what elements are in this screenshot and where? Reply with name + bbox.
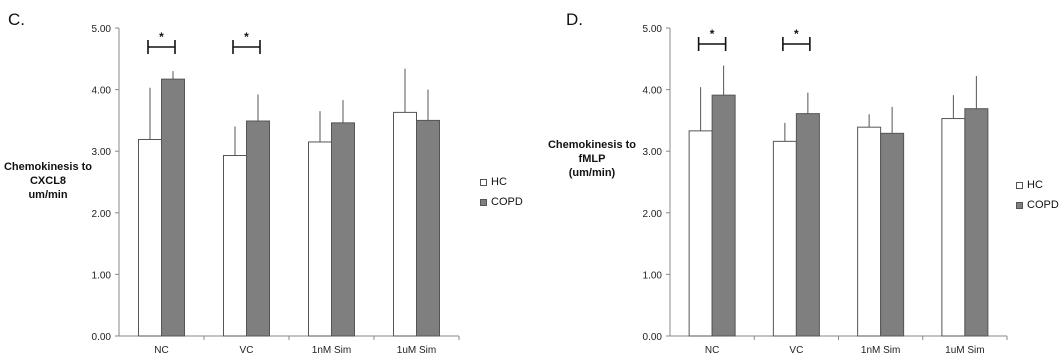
significance-star: * (159, 30, 164, 44)
y-tick-label: 0.00 (643, 332, 663, 343)
bar-hc (138, 138, 162, 337)
legend-label: HC (1027, 179, 1043, 191)
legend-item-hc: HC (1016, 175, 1059, 195)
bar-copd (331, 122, 355, 337)
y-axis-label: Chemokinesis to CXCL8 um/min (0, 160, 96, 202)
bar-chart-d: 0.00 1.00 2.00 3.00 4.00 5.00 NC VC 1nM Sim 1uM S… (643, 24, 1008, 356)
bar-copd (964, 108, 989, 337)
y-axis-label-line: um/min (28, 189, 68, 201)
bar-copd (795, 113, 820, 337)
chart-legend: HC COPD (1016, 175, 1059, 215)
x-tick-label: 1uM Sim (945, 345, 984, 356)
chart-panel-d: D. Chemokinesis to fMLP (um/min) 0.00 1.0… (532, 0, 1063, 358)
bar-copd (416, 119, 440, 337)
y-tick-label: 3.00 (92, 147, 112, 158)
y-axis-label-line: Chemokinesis to (3, 161, 93, 173)
chart-panel-c: C. Chemokinesis to CXCL8 um/min 0.00 1.00… (0, 10, 523, 356)
y-tick-label: 3.00 (643, 147, 663, 158)
y-tick-label: 1.00 (643, 270, 663, 281)
bar-chart-c: 0.00 1.00 2.00 3.00 4.00 5.00 NC VC 1nM Sim 1uM S… (92, 24, 460, 356)
x-tick-label: 1uM Sim (397, 345, 436, 356)
legend-item-hc: HC (480, 172, 523, 192)
y-axis-label-line: (um/min) (568, 167, 616, 179)
y-axis-label-line: CXCL8 (29, 175, 67, 187)
bar-hc (772, 140, 797, 337)
bar-hc (393, 111, 417, 337)
bar-hc (688, 130, 713, 337)
bar-copd (711, 94, 736, 337)
bar-hc (223, 155, 247, 337)
legend-swatch-hc (480, 178, 487, 186)
x-tick-label: 1nM Sim (312, 345, 351, 356)
x-tick-label: NC (154, 345, 168, 356)
legend-swatch-hc (1016, 181, 1023, 189)
y-tick-label: 1.00 (92, 270, 112, 281)
x-tick-label: VC (789, 345, 803, 356)
legend-label: HC (491, 176, 507, 188)
legend-swatch-copd (1016, 201, 1023, 209)
y-axis-label: Chemokinesis to fMLP (um/min) (542, 138, 642, 180)
y-tick-label: 2.00 (643, 209, 663, 220)
y-tick-label: 4.00 (643, 86, 663, 97)
significance-star: * (244, 30, 249, 44)
panel-label: D. (566, 10, 583, 29)
y-tick-label: 0.00 (92, 332, 112, 343)
bar-copd (161, 78, 185, 337)
bar-hc (941, 118, 966, 337)
y-tick-label: 4.00 (92, 86, 112, 97)
y-tick-label: 2.00 (92, 209, 112, 220)
panel-label: C. (8, 10, 25, 29)
legend-swatch-copd (480, 198, 487, 206)
x-tick-label: VC (240, 345, 254, 356)
bar-hc (857, 126, 882, 337)
x-tick-label: 1nM Sim (861, 345, 900, 356)
chart-legend: HC COPD (480, 172, 523, 212)
y-tick-label: 5.00 (92, 24, 112, 35)
legend-label: COPD (491, 196, 523, 208)
legend-item-copd: COPD (480, 192, 523, 212)
x-tick-label: NC (705, 345, 719, 356)
y-axis-label-line: fMLP (578, 153, 606, 165)
legend-item-copd: COPD (1016, 195, 1059, 215)
legend-label: COPD (1027, 199, 1059, 211)
bar-hc (308, 141, 332, 337)
bar-copd (880, 132, 905, 337)
y-tick-label: 5.00 (643, 24, 663, 35)
y-axis-label-line: Chemokinesis to (547, 139, 637, 151)
significance-star: * (794, 27, 799, 41)
significance-star: * (710, 27, 715, 41)
bar-copd (246, 120, 270, 337)
